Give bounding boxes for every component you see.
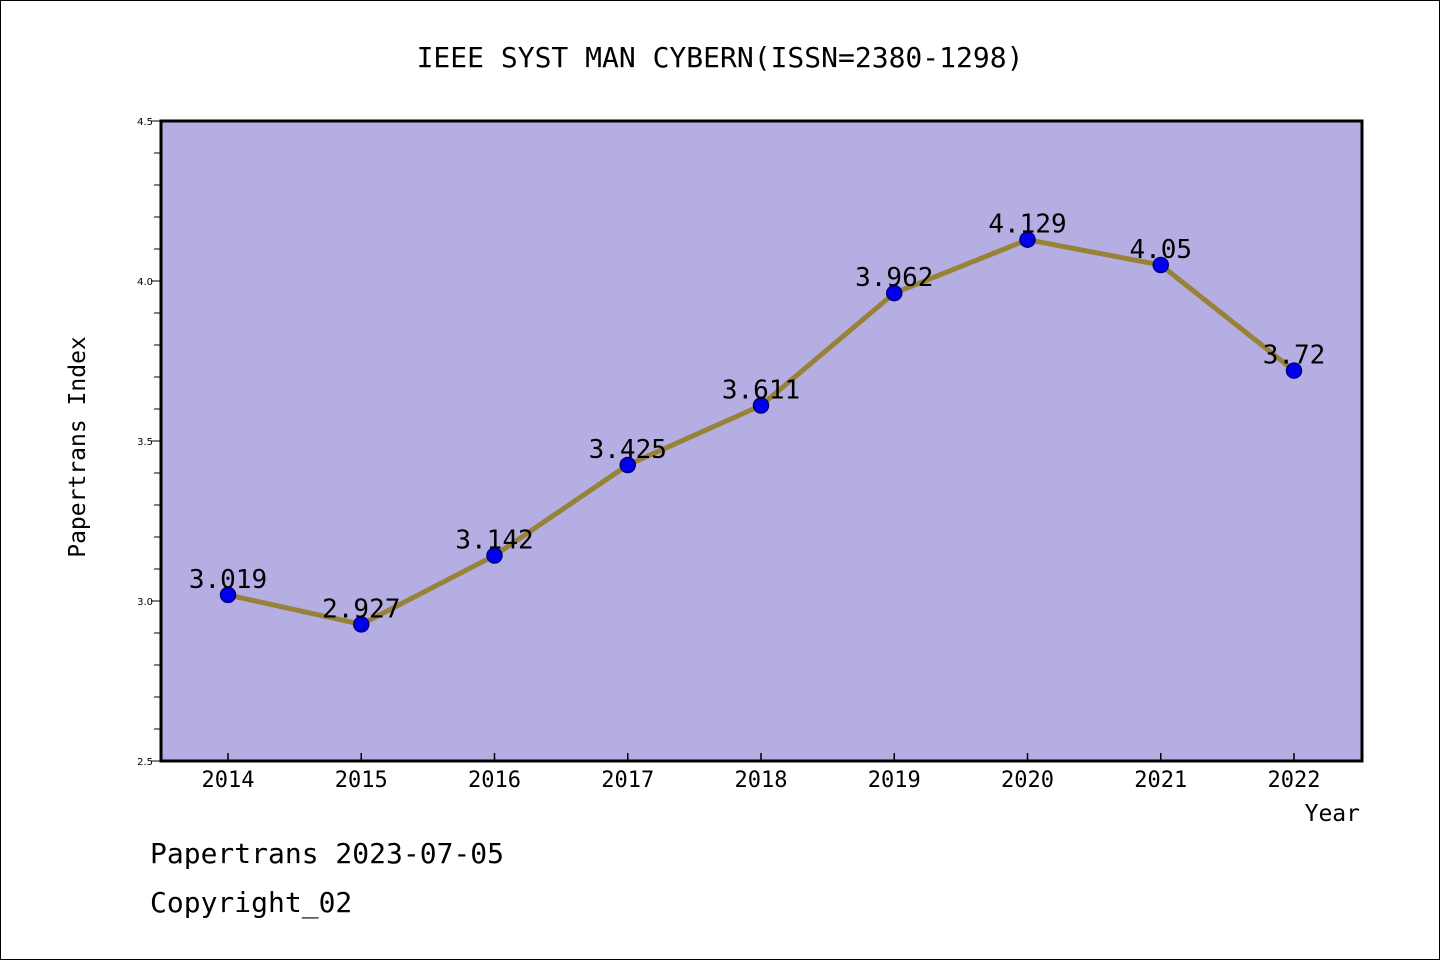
x-axis-label: Year (1305, 801, 1360, 827)
x-axis: 2014 2015 2016 2017 2018 2019 2020 2021 2022 (202, 753, 1321, 793)
data-point-2022 (1285, 362, 1303, 379)
data-labels: 3.019 2.927 3.142 3.425 3.611 3.962 4.129 4.05 3… (189, 210, 1325, 625)
y-tick-label: 3.5 (137, 437, 153, 448)
copyright-note: Copyright_02 (150, 886, 353, 919)
data-label-2020: 4.129 (988, 210, 1066, 240)
data-label-2014: 3.019 (189, 565, 267, 595)
data-point-2017 (619, 456, 636, 474)
y-axis-label: Papertrans Index (65, 336, 91, 558)
y-tick-label: 2.5 (137, 757, 153, 768)
data-label-2021: 4.05 (1129, 235, 1192, 265)
data-point-2018 (752, 397, 770, 414)
data-point-2015 (353, 616, 370, 633)
data-label-2018: 3.611 (722, 375, 800, 405)
x-tick-label: 2019 (868, 768, 921, 793)
x-tick-label: 2014 (202, 768, 255, 793)
plot-area (159, 119, 1364, 763)
data-point-2019 (886, 284, 903, 302)
data-point-2016 (486, 547, 503, 564)
data-label-2016: 3.142 (455, 526, 533, 556)
y-tick-label: 3.0 (137, 597, 153, 608)
data-point-2014 (219, 586, 237, 604)
data-label-2015: 2.927 (322, 594, 400, 624)
series-markers (219, 231, 1303, 633)
x-tick-label: 2016 (468, 768, 521, 793)
y-tick-label: 4.0 (137, 277, 153, 288)
data-label-2019: 3.962 (855, 263, 933, 293)
data-label-2022: 3.72 (1263, 341, 1326, 371)
y-tick-label: 4.5 (137, 117, 153, 128)
chart-title: IEEE SYST MAN CYBERN(ISSN=2380-1298) (417, 41, 1024, 74)
x-tick-label: 2022 (1268, 768, 1321, 793)
data-point-2021 (1152, 256, 1169, 274)
x-tick-label: 2015 (335, 768, 388, 793)
y-axis: 2.5 3.0 3.5 4.0 4.5 (137, 117, 161, 768)
x-tick-label: 2021 (1134, 768, 1187, 793)
source-note: Papertrans 2023-07-05 (150, 837, 505, 870)
data-label-2017: 3.425 (589, 435, 667, 465)
x-tick-label: 2018 (735, 768, 788, 793)
x-tick-label: 2020 (1001, 768, 1054, 793)
x-tick-label: 2017 (601, 768, 654, 793)
data-point-2020 (1019, 231, 1036, 248)
